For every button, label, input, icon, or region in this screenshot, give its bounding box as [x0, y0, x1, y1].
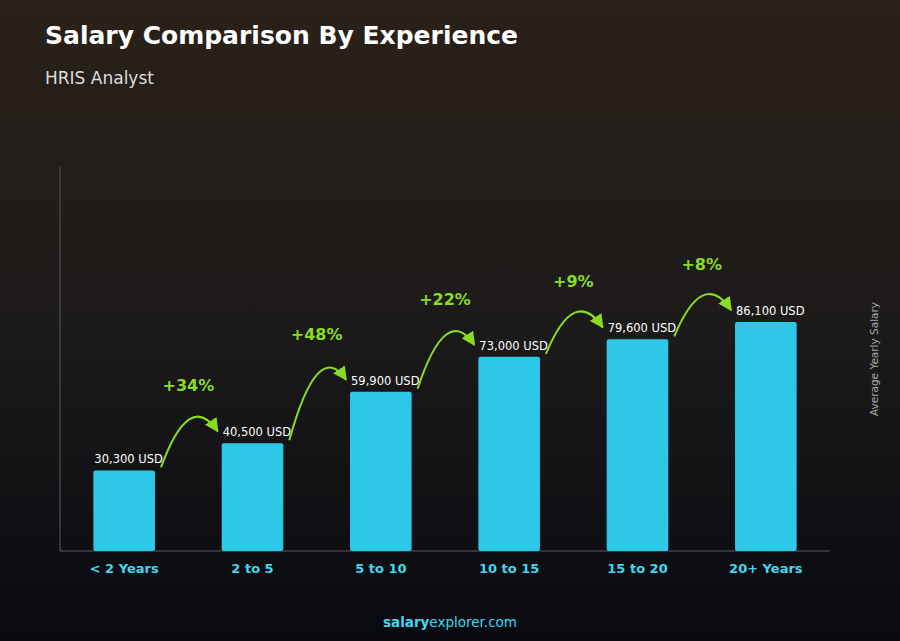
x-axis-line [60, 551, 830, 552]
footer: salaryexplorer.com [383, 614, 517, 630]
bar [350, 392, 412, 551]
change-annotations: +34% +48% +22% +9% +8% [161, 255, 731, 467]
change-arrow [418, 331, 475, 389]
category-label: 5 to 10 [355, 561, 406, 576]
y-axis-label: Average Yearly Salary [868, 302, 880, 416]
category-label: 2 to 5 [231, 561, 273, 576]
value-label: 73,000 USD [479, 339, 548, 353]
bar [93, 470, 155, 551]
change-arrow [289, 368, 346, 441]
change-arrow [674, 294, 731, 336]
footer-part: explorer.com [429, 614, 517, 630]
bar [735, 322, 797, 551]
value-label: 86,100 USD [736, 304, 805, 318]
value-label: 30,300 USD [94, 452, 163, 466]
value-label: 79,600 USD [608, 321, 677, 335]
value-label: 59,900 USD [351, 374, 420, 388]
category-label: < 2 Years [90, 561, 159, 576]
y-axis-line [60, 167, 61, 551]
change-arrow [546, 311, 603, 354]
chart-container: 30,300 USD 40,500 USD 59,900 USD 73,000 USD… [0, 0, 900, 641]
bar [478, 357, 540, 551]
value-label: 40,500 USD [223, 425, 292, 439]
change-label: +8% [681, 255, 722, 274]
change-arrow [161, 417, 218, 468]
background [0, 0, 900, 641]
subtitle: HRIS Analyst [45, 68, 154, 88]
category-label: 20+ Years [729, 561, 803, 576]
bars [93, 322, 796, 551]
category-label: 10 to 15 [479, 561, 539, 576]
title: Salary Comparison By Experience [45, 21, 518, 50]
change-label: +22% [419, 290, 471, 309]
bar [222, 443, 284, 551]
change-label: +34% [162, 376, 214, 395]
footer-part: salary [383, 614, 430, 630]
labels: 30,300 USD 40,500 USD 59,900 USD 73,000 USD… [90, 304, 805, 576]
change-label: +48% [291, 325, 343, 344]
bar [607, 339, 669, 551]
category-label: 15 to 20 [607, 561, 667, 576]
chart-svg: 30,300 USD 40,500 USD 59,900 USD 73,000 USD… [0, 0, 900, 641]
change-label: +9% [553, 272, 594, 291]
